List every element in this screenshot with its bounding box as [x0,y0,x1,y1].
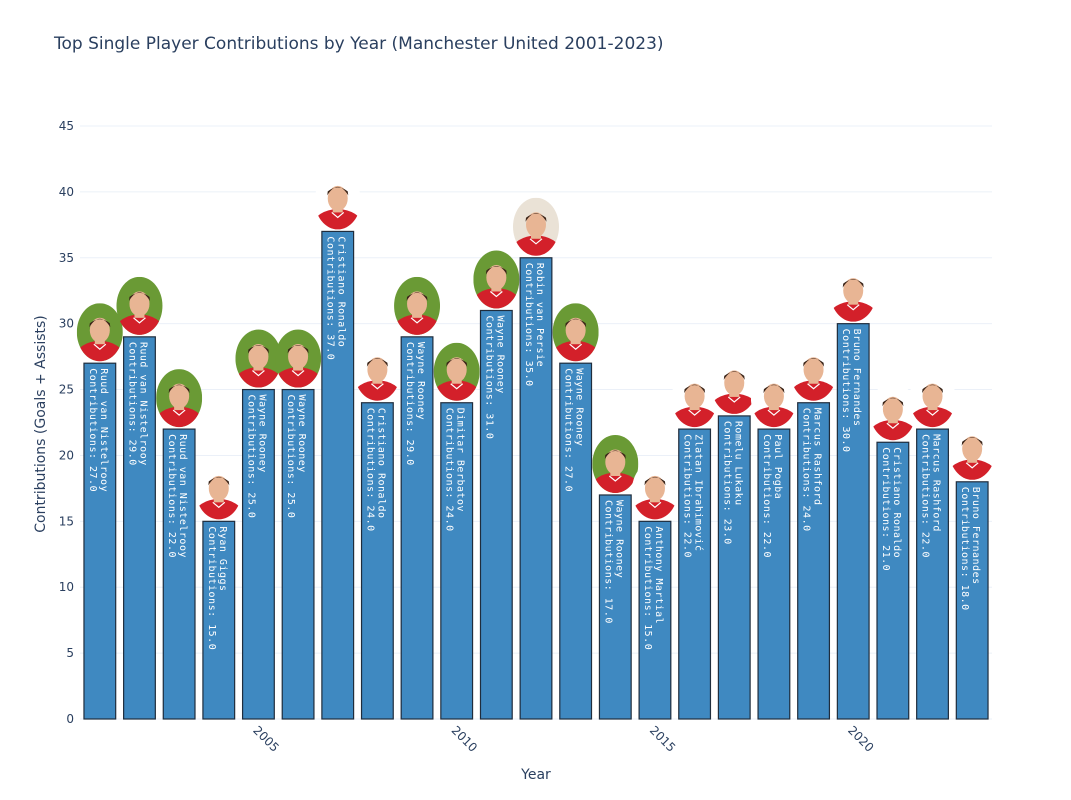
bar [479,309,513,720]
bar [559,362,593,720]
player-photo [711,355,758,414]
bar-label: Cristiano RonaldoContributions: 21.0 [880,447,902,571]
bar-label: Zlatan IbrahimovićContributions: 22.0 [682,434,705,558]
bars: Ruud van NistelrooyContributions: 27.0 Ru… [83,230,989,720]
player-photo [354,342,401,401]
bar [162,428,196,720]
player-photo [830,263,877,322]
player-photo [909,369,956,428]
bar-label: Marcus RashfordContributions: 22.0 [920,434,942,558]
bar-label: Ryan GiggsContributions: 15.0 [206,526,228,650]
player-photo [750,369,797,428]
y-tick-label: 45 [59,119,74,133]
bar [717,415,751,720]
bar-label: Ruud van NistelrooyContributions: 22.0 [166,434,188,558]
bar-label: Paul PogbaContributions: 22.0 [761,434,783,558]
bar-label: Wayne RooneyContributions: 25.0 [285,395,307,519]
bar-label: Bruno FernandesContributions: 18.0 [959,487,981,611]
player-photo [394,276,441,335]
x-tick-label: 2015 [647,723,678,754]
bar-label: Wayne RooneyContributions: 31.0 [483,315,505,439]
bar [876,441,910,720]
bar [836,323,870,720]
player-photo [790,342,837,401]
y-axis-title: Contributions (Goals + Assists) [33,315,49,533]
y-axis-ticks: 0 5 10 15 20 25 30 35 40 45 [59,119,74,726]
bar-label: Dimitar BerbatovContributions: 24.0 [444,408,466,532]
bar [281,388,315,720]
player-photo [869,382,916,441]
bar-label: Robin van PersieContributions: 35.0 [523,263,545,387]
bar [638,520,672,720]
player-photo [592,434,639,493]
bar [202,520,236,720]
y-tick-label: 5 [66,646,74,660]
player-photo [116,276,163,335]
bar [916,428,949,720]
bar-label: Romelu LukakuContributions: 23.0 [721,421,743,545]
player-photo [156,369,203,428]
y-tick-label: 35 [59,251,74,265]
bar-label: Ruud van NistelrooyContributions: 27.0 [87,368,109,492]
bar-label: Wayne RooneyContributions: 17.0 [602,500,624,624]
bar [678,428,712,720]
bar [519,257,553,720]
x-axis-ticks: 2005 2010 2015 2020 [250,723,876,754]
bar-label: Marcus RashfordContributions: 24.0 [801,408,823,532]
bar-label: Cristiano RonaldoContributions: 37.0 [325,236,347,360]
bar [797,402,831,720]
bar [955,481,989,720]
y-tick-label: 40 [59,185,74,199]
player-photo [949,421,996,480]
chart-title: Top Single Player Contributions by Year … [54,34,664,54]
player-photo [314,171,361,230]
bar-label: Wayne RooneyContributions: 25.0 [245,395,267,519]
bar [321,230,355,720]
y-tick-label: 20 [59,448,74,462]
bar [241,388,275,720]
bar [83,362,117,720]
bar [757,428,791,720]
player-photo [631,461,678,520]
x-tick-label: 2010 [449,723,480,754]
bar-label: Wayne RooneyContributions: 27.0 [563,368,585,492]
bar-label: Cristiano RonaldoContributions: 24.0 [364,408,386,532]
player-photo [235,329,282,388]
y-tick-label: 10 [59,580,74,594]
player-photo [433,342,480,401]
bar [400,336,434,720]
bar-label: Wayne RooneyContributions: 29.0 [404,342,426,466]
x-axis-title: Year [520,767,551,783]
y-tick-label: 0 [66,712,74,726]
bar-label: Bruno FernandesContributions: 30.0 [840,329,862,453]
player-photos [76,171,996,520]
player-photo [552,303,599,362]
x-tick-label: 2005 [250,723,281,754]
bar [440,402,474,720]
player-photo [473,250,520,309]
bar-label: Anthony MartialContributions: 15.0 [642,526,664,650]
player-photo [671,369,718,428]
bar [123,336,156,720]
bar [598,494,632,720]
player-photo [195,461,242,520]
y-tick-label: 25 [59,383,74,397]
bar-label: Ruud van NistelrooyContributions: 29.0 [126,342,148,466]
y-tick-label: 15 [59,514,74,528]
bar [360,402,394,720]
player-photo [275,329,322,388]
x-tick-label: 2020 [845,723,876,754]
player-photo [76,303,123,362]
y-tick-label: 30 [59,317,74,331]
player-photo [513,197,559,256]
